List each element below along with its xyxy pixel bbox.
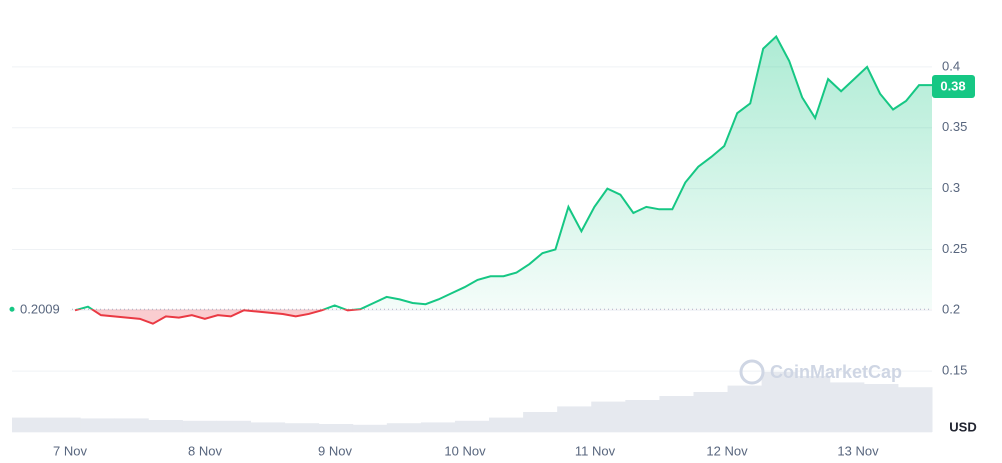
- area-up: [78, 36, 932, 310]
- volume-bar: [318, 424, 354, 432]
- volume-bar: [386, 423, 422, 432]
- volume-bar: [625, 400, 660, 432]
- volume-bar: [829, 382, 865, 432]
- volume-bar: [12, 417, 47, 432]
- volume-bar: [659, 396, 694, 432]
- baseline-label-bg: [16, 300, 70, 319]
- y-tick-label: 0.15: [942, 363, 967, 378]
- volume-bar: [148, 420, 183, 432]
- x-tick-label: 11 Nov: [575, 443, 616, 458]
- y-tick-label: 0.2: [942, 302, 960, 317]
- volume-bar: [761, 372, 797, 432]
- x-tick-label: 8 Nov: [188, 443, 222, 458]
- volume-bar: [80, 418, 115, 432]
- x-tick-label: 9 Nov: [318, 443, 352, 458]
- price-line-down: [74, 309, 363, 325]
- volume-bar: [420, 422, 456, 432]
- volume-bar: [216, 420, 252, 432]
- price-line-up: [75, 34, 932, 310]
- x-tick-label: 13 Nov: [837, 443, 879, 458]
- y-tick-label: 0.25: [942, 241, 967, 256]
- x-tick-label: 12 Nov: [706, 443, 748, 458]
- volume-bar: [727, 385, 763, 432]
- volume-bar: [693, 392, 729, 432]
- y-tick-label: 0.4: [942, 58, 960, 73]
- x-tick-label: 10 Nov: [444, 443, 486, 458]
- price-tag: [932, 75, 975, 98]
- watermark-text: CoinMarketCap: [770, 362, 902, 382]
- volume-bar: [897, 387, 933, 432]
- volume-bar: [489, 417, 524, 432]
- volume-bar: [523, 412, 558, 432]
- baseline-dot: [9, 306, 15, 312]
- y-tick-label: 0.3: [942, 180, 960, 195]
- volume-bar: [284, 423, 320, 432]
- volume-bar: [863, 384, 899, 432]
- y-tick-label: 0.35: [942, 119, 967, 134]
- volume-bar: [557, 406, 592, 432]
- volume-bar: [591, 401, 626, 432]
- volume-bar: [795, 376, 831, 432]
- volume-bar: [182, 420, 217, 432]
- unit-label: USD: [949, 419, 976, 434]
- volume-bar: [454, 420, 490, 432]
- baseline-label: 0.2009: [20, 302, 60, 317]
- volume-bar: [352, 424, 388, 432]
- volume-bar: [250, 422, 286, 432]
- volume-bar: [114, 418, 149, 432]
- price-tag-label: 0.38: [940, 78, 965, 93]
- x-tick-label: 7 Nov: [53, 443, 87, 458]
- area-down: [75, 309, 932, 324]
- volume-bar: [46, 417, 81, 432]
- watermark: CoinMarketCap: [739, 359, 902, 385]
